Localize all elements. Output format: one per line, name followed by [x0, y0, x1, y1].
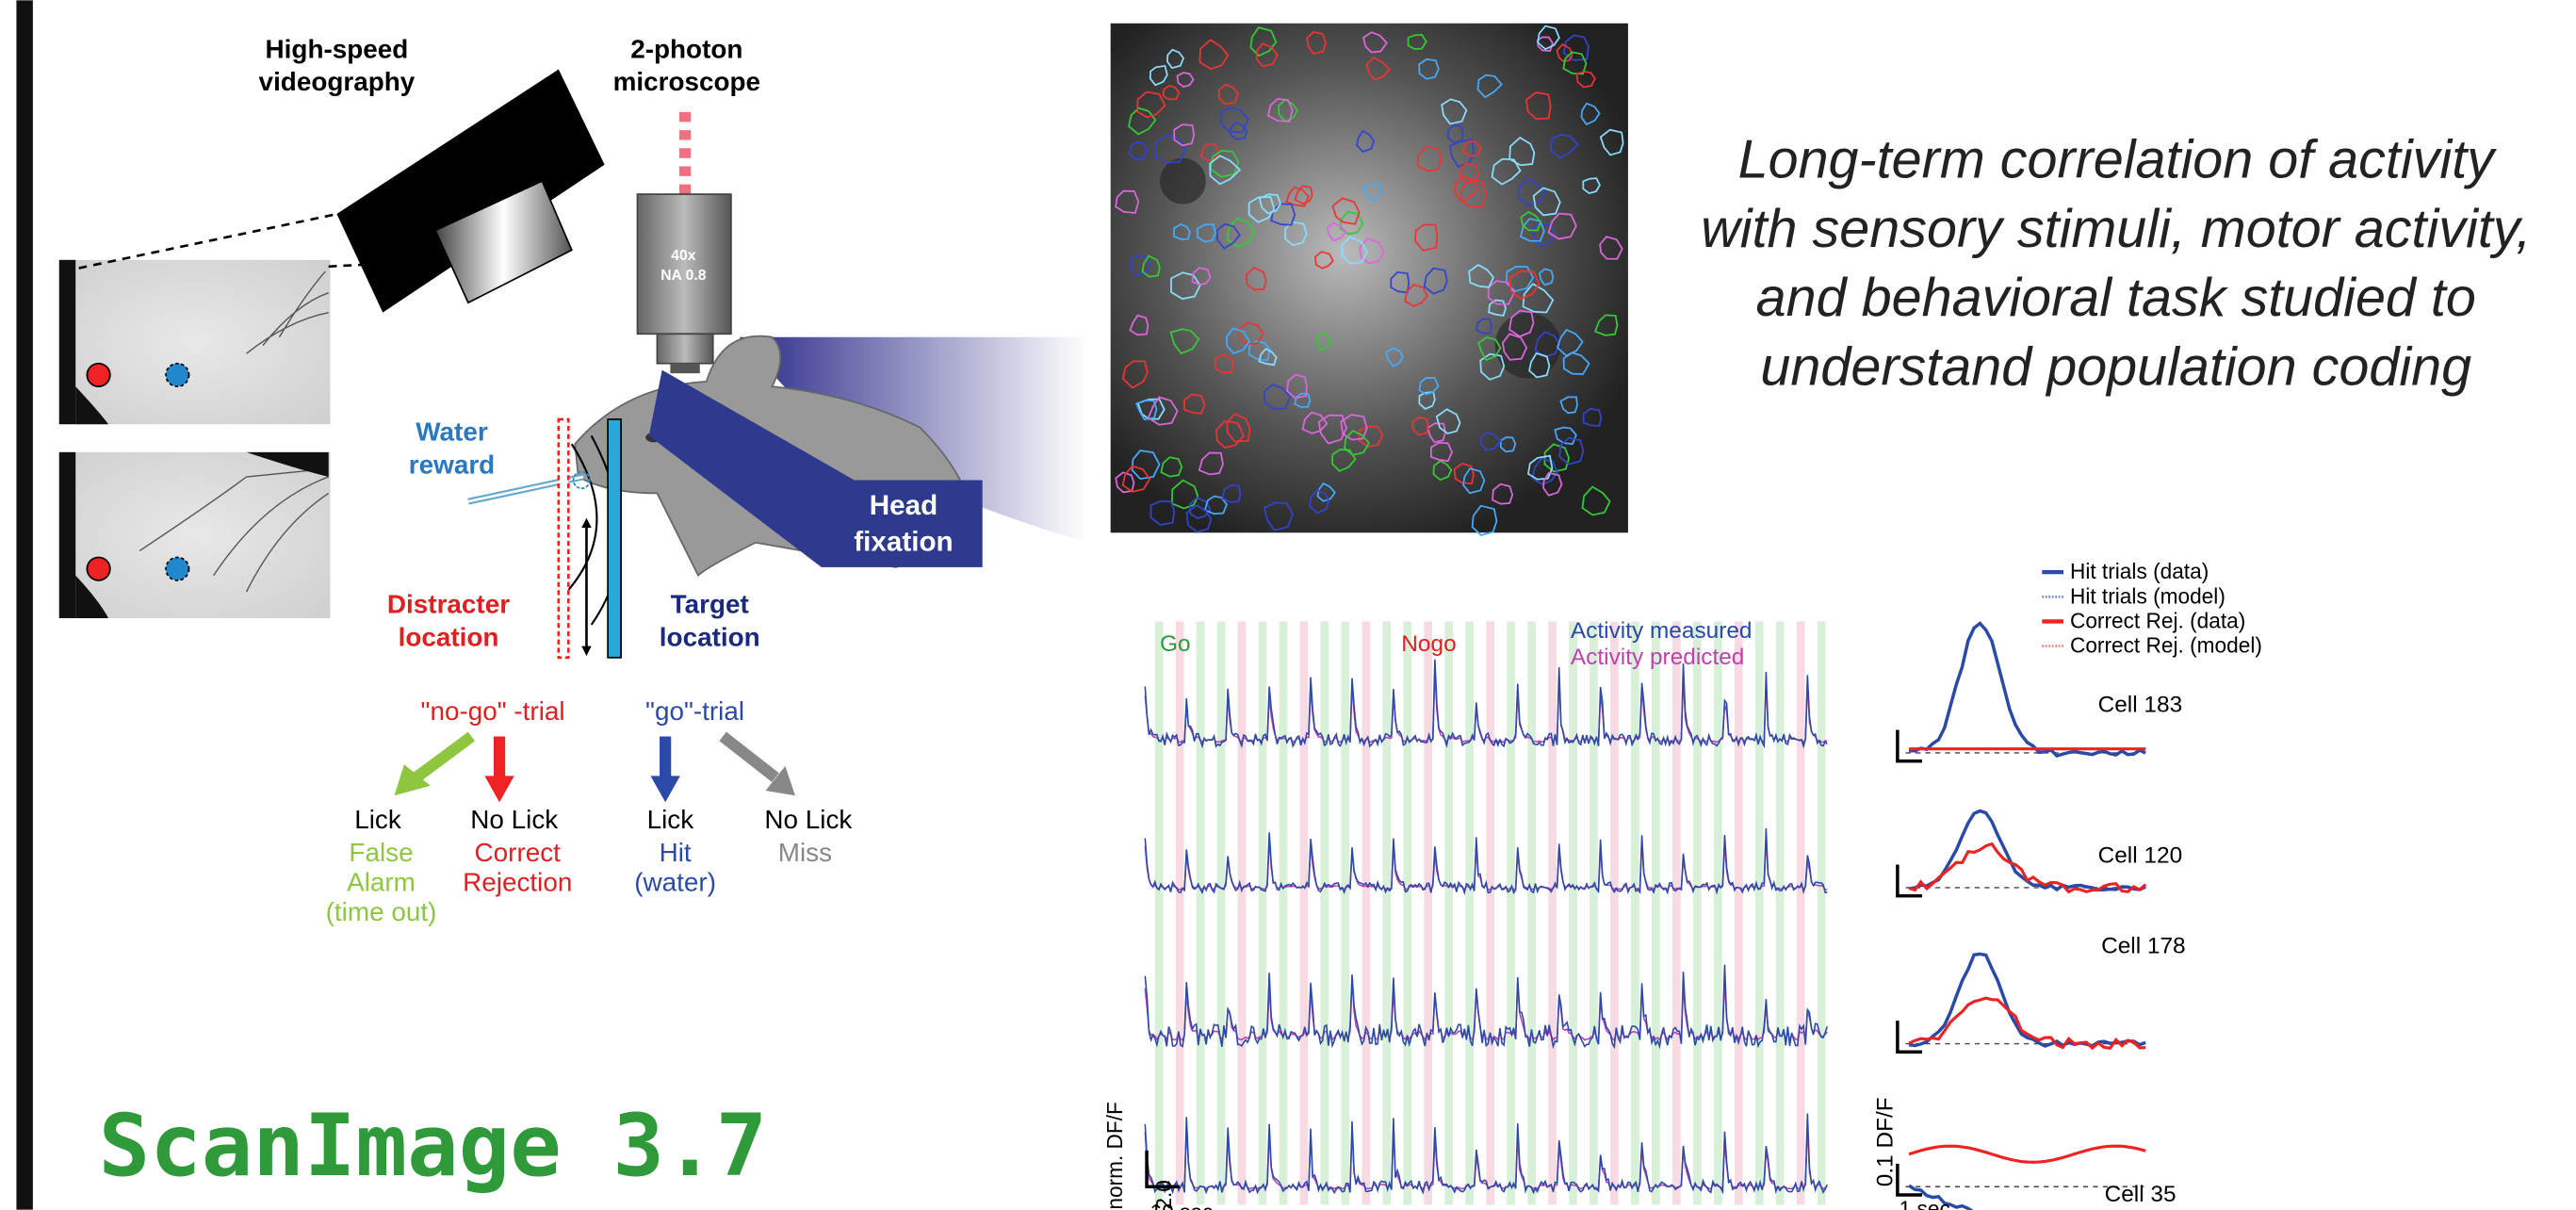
- trial-stripe: [1569, 621, 1577, 1204]
- predicted-label: Activity predicted: [1571, 645, 1744, 670]
- outcome-result: Hit(water): [634, 838, 716, 896]
- legend-entry: Correct Rej. (model): [2070, 633, 2262, 658]
- trial-stripe: [1382, 621, 1391, 1204]
- nogo-trial: "no-go" -trial: [421, 696, 565, 726]
- legend: Hit trials (data) Hit trials (model) Cor…: [2042, 559, 2262, 657]
- go-label: Go: [1160, 631, 1191, 657]
- outcome-result: FalseAlarm(time out): [326, 838, 437, 926]
- trial-stripe: [1527, 621, 1536, 1204]
- trial-stripe: [1300, 621, 1309, 1204]
- figure: High-speedvideography 2-photonmicroscope…: [0, 0, 2576, 1210]
- measured-trace: [1145, 660, 1827, 746]
- avg-scale-y: 0.1 DF/F: [1873, 1097, 1899, 1186]
- trial-stripe: [1259, 621, 1267, 1204]
- nogo-label: Nogo: [1401, 631, 1456, 657]
- trial-stripe: [1818, 621, 1826, 1204]
- trial-stripe: [1797, 621, 1805, 1204]
- outcome-arrows: [394, 736, 794, 802]
- trial-stripe: [1610, 621, 1619, 1204]
- field-of-view: [1111, 24, 1628, 535]
- scale-x: 10 sec: [1150, 1200, 1214, 1210]
- trial-stripe: [1403, 621, 1411, 1204]
- outcome-action: No Lick: [764, 805, 852, 834]
- trial-stripe: [1217, 621, 1226, 1204]
- cell-label: Cell 120: [2098, 843, 2183, 869]
- trial-stripe: [1672, 621, 1681, 1204]
- trial-stripe: [1714, 621, 1722, 1204]
- trial-stripe: [1631, 621, 1639, 1204]
- measured-label: Activity measured: [1571, 618, 1753, 644]
- measured-trace: [1145, 965, 1827, 1047]
- trial-stripe: [1280, 621, 1288, 1204]
- trial-stripe: [1197, 621, 1205, 1204]
- trial-stripe: [1465, 621, 1474, 1204]
- trial-stripe: [1444, 621, 1453, 1204]
- trial-stripe: [1341, 621, 1349, 1204]
- outcome-result: Miss: [778, 838, 832, 867]
- software-name: ScanImage 3.7: [99, 1097, 768, 1196]
- scale-bar: [1898, 864, 1922, 895]
- outcome-action: Lick: [647, 805, 694, 834]
- cr-trace: [1909, 1146, 2145, 1162]
- trial-stripe: [1486, 621, 1494, 1204]
- trial-stripe: [1238, 621, 1247, 1204]
- outcome-result: CorrectRejection: [463, 838, 572, 896]
- scale-y-unit: norm. DF/F: [1102, 1102, 1127, 1210]
- trial-stripe: [1176, 621, 1184, 1204]
- cell-label: Cell 35: [2105, 1182, 2177, 1207]
- trial-stripe: [1693, 621, 1702, 1204]
- microscope: [638, 112, 731, 373]
- whisker-images: [59, 260, 331, 618]
- outcome-action: Lick: [354, 805, 401, 834]
- legend-entry: Correct Rej. (data): [2070, 608, 2245, 632]
- microscope-label: 2-photonmicroscope: [613, 34, 760, 96]
- cell-label: Cell 178: [2101, 934, 2186, 959]
- target-label: Targetlocation: [660, 590, 760, 652]
- trial-stripe: [1776, 621, 1785, 1204]
- go-trial: "go"-trial: [645, 696, 744, 726]
- trial-stripe: [1548, 621, 1557, 1204]
- water-reward-label: Waterreward: [409, 417, 495, 480]
- scale-bar: [1898, 1021, 1922, 1052]
- legend-entry: Hit trials (model): [2070, 583, 2225, 608]
- activity-traces: [1145, 621, 1827, 1204]
- trial-stripe: [1652, 621, 1660, 1204]
- cell-label: Cell 183: [2098, 692, 2183, 717]
- border-bar: [16, 0, 32, 1209]
- trial-stripe: [1361, 621, 1370, 1204]
- trial-stripe: [1507, 621, 1515, 1204]
- scale-bar: [1898, 730, 1922, 761]
- measured-trace: [1145, 828, 1827, 892]
- outcome-action: No Lick: [470, 805, 558, 834]
- avg-scale-x: 1 sec: [1899, 1197, 1950, 1210]
- trial-stripe: [1735, 621, 1743, 1204]
- trial-stripe: [1424, 621, 1432, 1204]
- trial-stripe: [1755, 621, 1764, 1204]
- trial-stripe: [1321, 621, 1329, 1204]
- legend-entry: Hit trials (data): [2070, 559, 2209, 583]
- mouse: [468, 336, 1087, 658]
- trial-stripe: [1155, 621, 1164, 1204]
- trial-stripe: [1590, 621, 1598, 1204]
